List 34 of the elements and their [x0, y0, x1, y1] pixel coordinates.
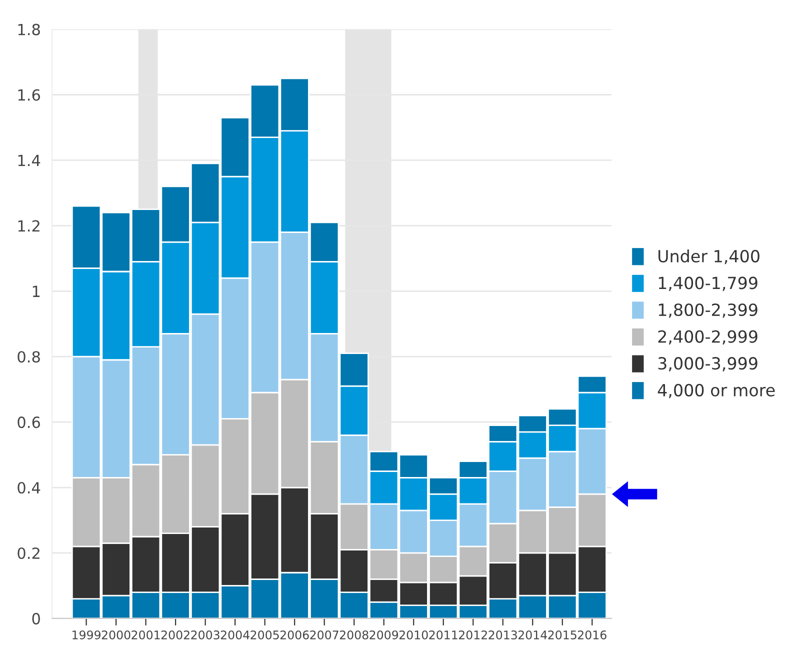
y-tick-label: 0.4 [18, 482, 40, 494]
legend-label: 2,400-2,999 [658, 330, 758, 345]
y-tick-label: 1 [32, 286, 40, 297]
y-tick-label: 0.8 [18, 351, 40, 363]
y-tick-label: 1.2 [18, 220, 40, 232]
legend-label: Under 1,400 [658, 250, 760, 264]
x-tick-label: 2005 [250, 630, 279, 640]
y-tick-label: 0.6 [18, 416, 40, 428]
x-tick-label: 2008 [340, 630, 368, 640]
y-tick-label: 1.6 [18, 89, 40, 101]
y-tick-label: 0 [32, 612, 40, 624]
y-tick-label: 1.8 [18, 24, 40, 36]
x-tick-label: 2007 [310, 630, 338, 640]
x-tick-label: 2015 [548, 630, 576, 640]
x-tick-label: 2004 [220, 630, 250, 640]
y-tick-label: 1.4 [18, 154, 40, 166]
x-tick-label: 2013 [488, 630, 517, 640]
legend-label: 1,800-2,399 [658, 303, 758, 318]
x-tick-label: 2003 [191, 630, 220, 640]
x-tick-label: 2001 [132, 630, 160, 640]
x-tick-label: 2009 [370, 630, 398, 640]
x-tick-label: 2010 [399, 630, 428, 640]
x-tick-label: 2006 [280, 630, 309, 640]
x-tick-label: 2011 [429, 630, 458, 640]
x-tick-label: 2000 [102, 630, 130, 640]
legend-label: 1,400-1,799 [658, 276, 758, 291]
x-tick-label: 2014 [518, 630, 547, 640]
x-tick-label: 1999 [72, 630, 100, 640]
x-tick-label: 2002 [161, 630, 190, 640]
x-tick-label: 2012 [458, 630, 487, 640]
y-tick-label: 0.2 [18, 547, 40, 560]
legend-label: 3,000-3,999 [658, 357, 758, 372]
legend-label: 4,000 or more [658, 384, 775, 398]
x-tick-label: 2016 [578, 630, 606, 640]
